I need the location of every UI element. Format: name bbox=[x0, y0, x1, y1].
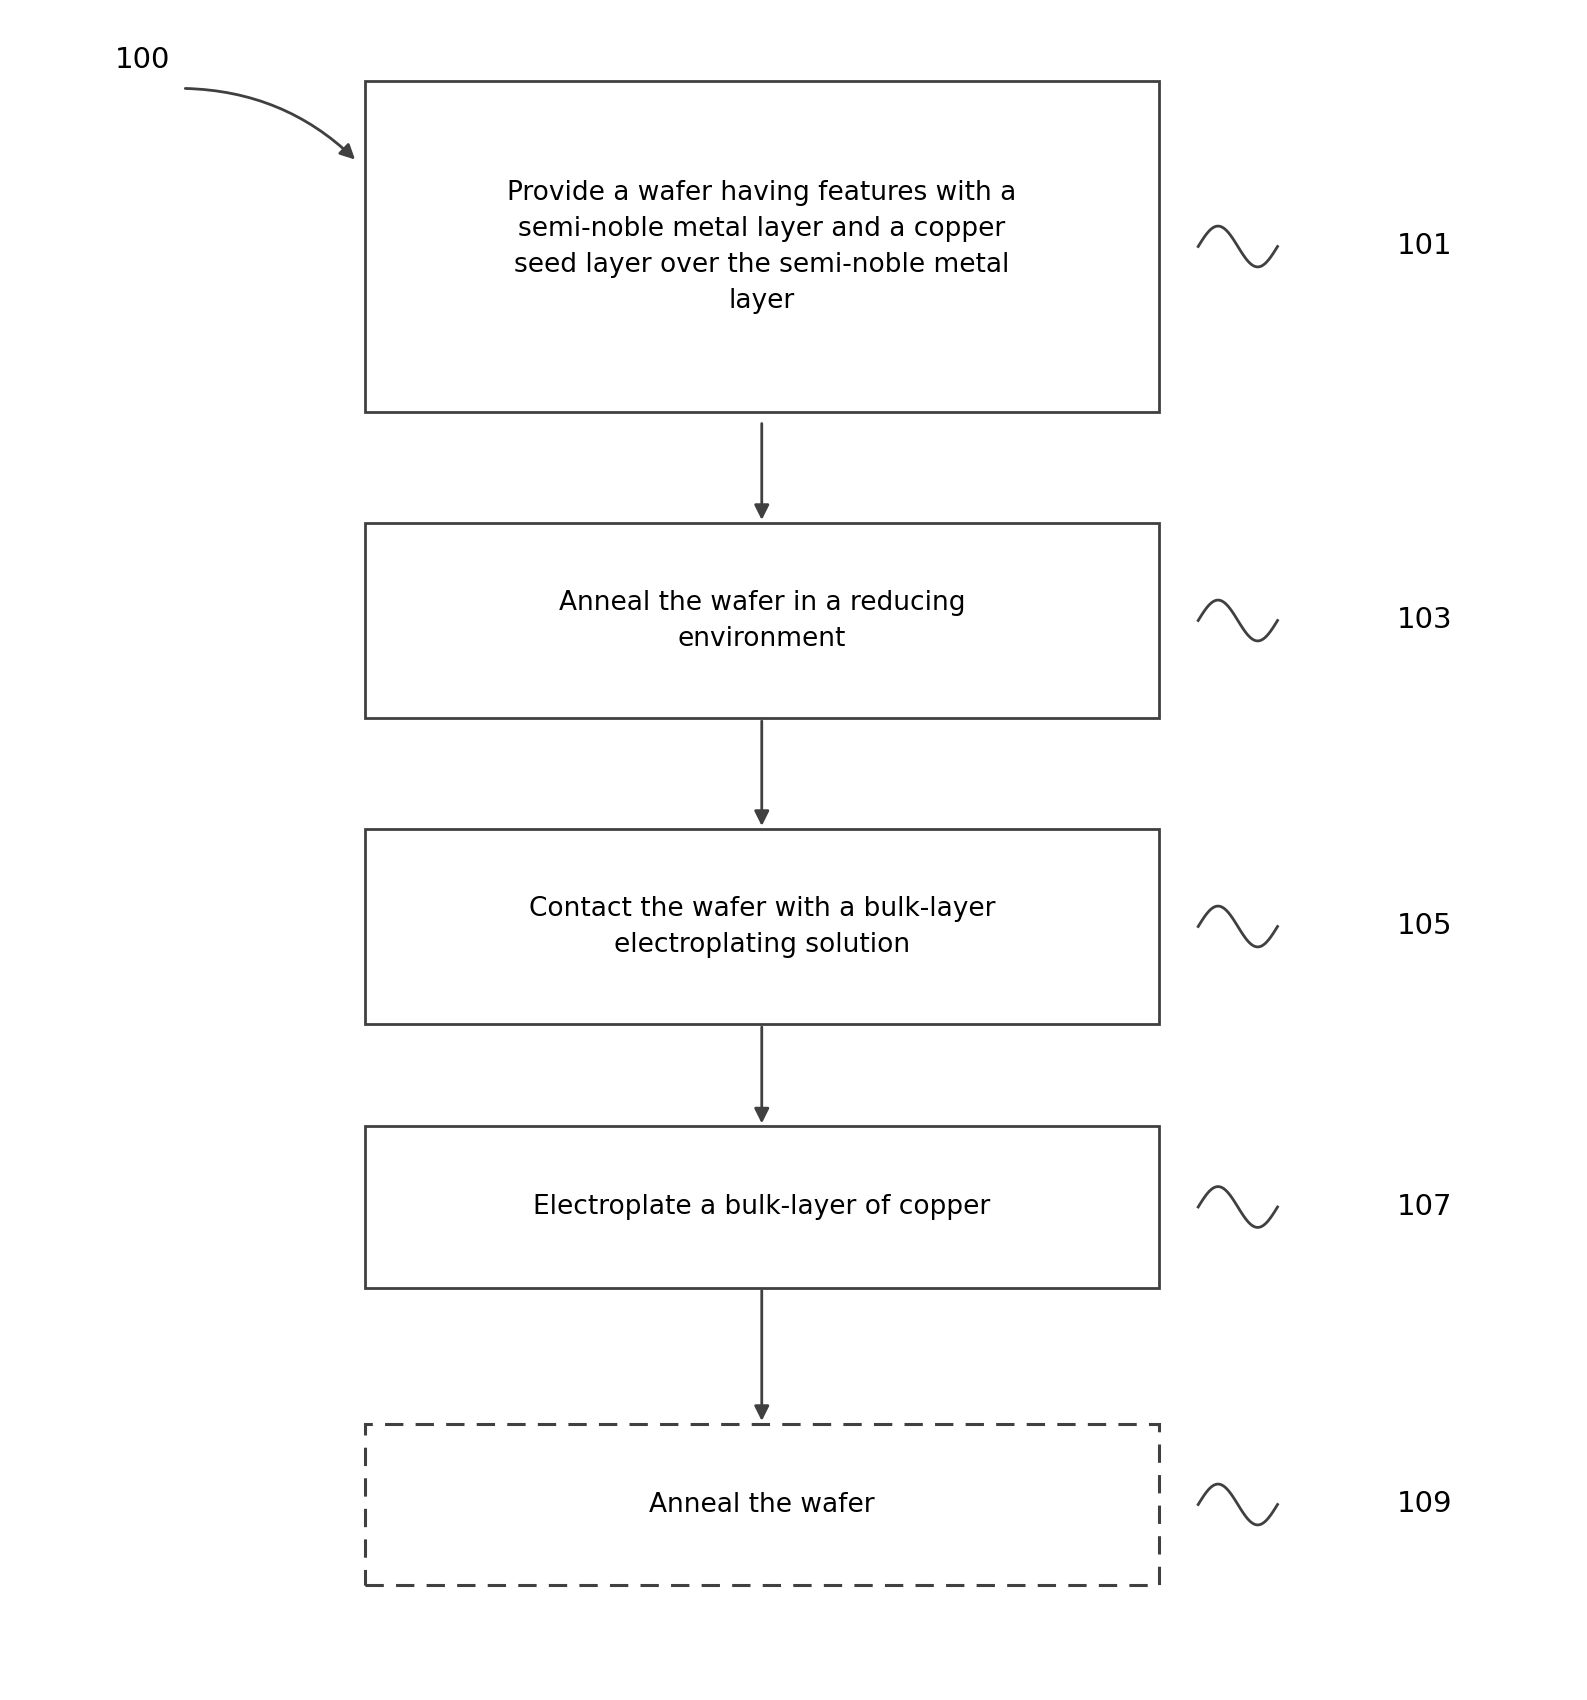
Text: 107: 107 bbox=[1397, 1193, 1452, 1221]
Text: 105: 105 bbox=[1397, 913, 1452, 940]
Bar bbox=[365, 828, 1159, 1023]
Text: 100: 100 bbox=[116, 46, 170, 73]
Bar bbox=[365, 1425, 1159, 1584]
Text: 103: 103 bbox=[1397, 607, 1452, 634]
Text: Anneal the wafer in a reducing
environment: Anneal the wafer in a reducing environme… bbox=[559, 590, 965, 651]
Text: 101: 101 bbox=[1397, 233, 1452, 260]
Text: Provide a wafer having features with a
semi-noble metal layer and a copper
seed : Provide a wafer having features with a s… bbox=[508, 180, 1016, 313]
Text: 109: 109 bbox=[1397, 1491, 1452, 1518]
Bar bbox=[365, 82, 1159, 413]
Text: Contact the wafer with a bulk-layer
electroplating solution: Contact the wafer with a bulk-layer elec… bbox=[528, 896, 995, 957]
Bar bbox=[365, 524, 1159, 719]
Bar bbox=[365, 1127, 1159, 1289]
Text: Anneal the wafer: Anneal the wafer bbox=[649, 1491, 874, 1518]
Text: Electroplate a bulk-layer of copper: Electroplate a bulk-layer of copper bbox=[533, 1193, 990, 1221]
